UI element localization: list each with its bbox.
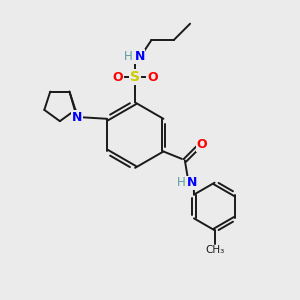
Text: O: O	[147, 71, 158, 84]
Text: S: S	[130, 70, 140, 84]
Text: CH₃: CH₃	[205, 245, 224, 255]
Text: O: O	[112, 71, 123, 84]
Text: O: O	[197, 138, 207, 152]
Text: N: N	[72, 111, 82, 124]
Text: N: N	[187, 176, 197, 189]
Text: H: H	[124, 50, 133, 63]
Text: H: H	[177, 176, 186, 189]
Text: N: N	[134, 50, 145, 63]
